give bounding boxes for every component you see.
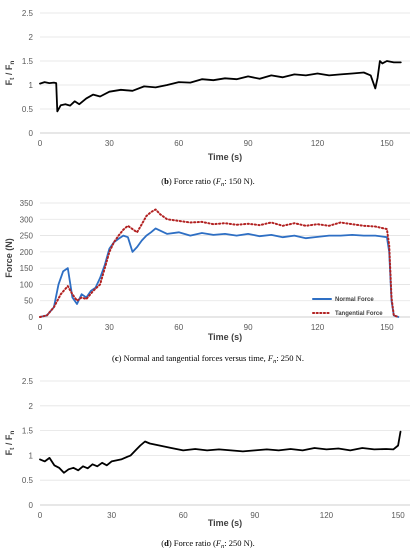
x-tick-label: 0 (38, 139, 43, 148)
x-tick-label: 150 (391, 511, 405, 520)
y-tick-label: 2.5 (22, 9, 34, 18)
legend-entry: Normal Force (335, 297, 374, 303)
x-tick-label: 30 (105, 323, 114, 332)
series-line-normal-force (39, 227, 400, 318)
x-tick-label: 90 (244, 139, 253, 148)
x-axis-label: Time (s) (208, 152, 242, 162)
y-tick-label: 300 (20, 215, 34, 224)
legend-entry: Tangential Force (335, 311, 383, 317)
series-line-1 (39, 430, 402, 474)
x-tick-label: 90 (244, 323, 253, 332)
x-tick-label: 150 (380, 323, 394, 332)
y-axis-label: Force (N) (4, 238, 14, 278)
y-tick-label: 2 (29, 402, 34, 411)
y-tick-label: 50 (24, 297, 33, 306)
y-tick-label: 2 (29, 33, 34, 42)
y-tick-label: 1 (29, 451, 34, 460)
x-tick-label: 120 (311, 139, 325, 148)
x-tick-label: 120 (311, 323, 325, 332)
y-axis-label: Ft / Fn (4, 431, 16, 456)
x-tick-label: 30 (107, 511, 116, 520)
series-line-tangential-force (39, 208, 400, 318)
figure-caption: (b) Force ratio (Fn: 150 N). (161, 176, 254, 188)
y-tick-label: 250 (20, 232, 34, 241)
y-tick-label: 0.5 (22, 476, 34, 485)
series-line-1 (39, 60, 402, 113)
chart-panel-d: 0 0.5 1 1.5 2 2.5 0 30 60 90 120 150 Ft / Fn Time (s)… (4, 377, 410, 550)
y-tick-label: 100 (20, 280, 34, 289)
x-tick-label: 120 (320, 511, 334, 520)
chart-panel-c: 0 50 100 150 200 250 300 350 0 30 60 90 120 150 Force … (4, 199, 410, 365)
y-tick-label: 350 (20, 199, 34, 208)
y-tick-label: 2.5 (22, 377, 34, 386)
x-tick-label: 90 (250, 511, 259, 520)
x-tick-label: 150 (380, 139, 394, 148)
x-tick-label: 30 (105, 139, 114, 148)
y-tick-label: 0 (29, 313, 34, 322)
y-tick-label: 0 (29, 501, 34, 510)
y-tick-label: 200 (20, 248, 34, 257)
x-tick-label: 0 (38, 323, 43, 332)
x-tick-label: 60 (174, 323, 183, 332)
x-axis-label: Time (s) (208, 518, 242, 528)
figure-caption: (c) Normal and tangential forces versus … (112, 353, 304, 365)
figure-caption: (d) Force ratio (Fn: 250 N). (161, 538, 254, 550)
y-tick-label: 1.5 (22, 427, 34, 436)
y-tick-label: 150 (20, 264, 34, 273)
y-tick-label: 1 (29, 81, 34, 90)
y-tick-label: 0 (29, 129, 34, 138)
x-axis-label: Time (s) (208, 332, 242, 342)
x-tick-label: 0 (38, 511, 43, 520)
x-tick-label: 60 (174, 139, 183, 148)
x-tick-label: 60 (179, 511, 188, 520)
chart-panel-b: 0 0.5 1 1.5 2 2.5 0 30 60 90 120 150 Ft / Fn Time (s)… (4, 9, 410, 188)
y-tick-label: 0.5 (22, 105, 34, 114)
y-tick-label: 1.5 (22, 57, 34, 66)
y-axis-label: Ft / Fn (4, 61, 16, 86)
